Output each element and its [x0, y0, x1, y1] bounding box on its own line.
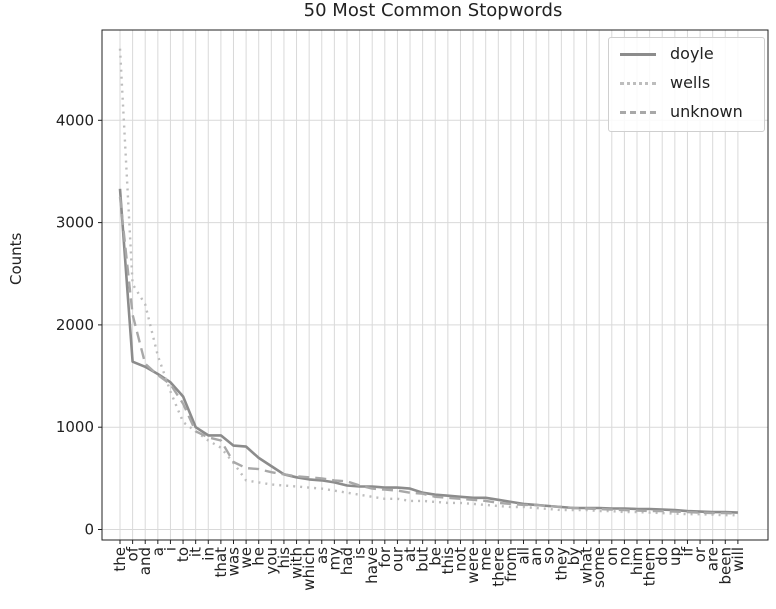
- y-tick-label: 4000: [56, 111, 94, 129]
- x-tick-label: there: [489, 547, 507, 587]
- x-tick-label: was: [224, 547, 242, 576]
- x-tick-label: were: [464, 547, 482, 584]
- y-tick-label: 1000: [56, 418, 94, 436]
- x-tick-label: in: [199, 547, 217, 561]
- y-tick-label: 2000: [56, 316, 94, 334]
- x-tick-label: do: [653, 547, 671, 566]
- legend-swatch-doyle: [620, 53, 656, 56]
- x-tick-label: what: [578, 547, 596, 584]
- x-tick-label: and: [136, 547, 154, 575]
- x-tick-label: he: [250, 547, 268, 566]
- x-tick-label: we: [237, 547, 255, 569]
- x-tick-label: have: [363, 547, 381, 584]
- x-tick-label: this: [439, 547, 457, 575]
- chart-title: 50 Most Common Stopwords: [303, 0, 563, 21]
- x-tick-label: my: [325, 547, 343, 571]
- x-tick-label: that: [212, 547, 230, 578]
- x-tick-label: our: [388, 546, 406, 572]
- legend-label-wells: wells: [670, 73, 711, 92]
- x-axis-ticks: theofandaitoitinthatwasweheyouhiswithwhi…: [111, 540, 747, 591]
- x-tick-label: with: [288, 547, 306, 579]
- x-tick-label: it: [187, 547, 205, 557]
- x-tick-label: up: [666, 547, 684, 566]
- x-tick-label: no: [615, 547, 633, 566]
- x-tick-label: but: [414, 547, 432, 572]
- x-tick-label: not: [451, 547, 469, 572]
- legend-swatch-unknown: [620, 111, 656, 114]
- y-axis-ticks: 0 1000 2000 3000 4000: [56, 111, 102, 539]
- x-tick-label: which: [300, 547, 318, 591]
- x-tick-label: a: [149, 547, 167, 556]
- y-tick-label: 0: [84, 521, 94, 539]
- x-tick-label: i: [161, 547, 179, 551]
- series-lines: [118, 48, 738, 517]
- legend-label-unknown: unknown: [670, 102, 743, 121]
- y-tick-label: 3000: [56, 214, 94, 232]
- x-tick-label: to: [174, 547, 192, 562]
- legend-label-doyle: doyle: [670, 44, 714, 63]
- x-tick-label: will: [729, 547, 747, 572]
- x-tick-label: they: [552, 547, 570, 581]
- x-tick-label: been: [716, 547, 734, 585]
- x-tick-label: is: [351, 547, 369, 559]
- legend-item-wells: wells: [609, 69, 764, 97]
- x-tick-label: him: [628, 547, 646, 575]
- legend-swatch-wells: [620, 82, 656, 85]
- x-tick-label: an: [527, 547, 545, 566]
- x-tick-label: for: [376, 546, 394, 567]
- x-tick-label: on: [603, 547, 621, 566]
- x-tick-label: are: [704, 547, 722, 571]
- x-tick-label: his: [275, 547, 293, 569]
- y-axis-label: Counts: [7, 232, 25, 285]
- x-tick-label: some: [590, 547, 608, 588]
- series-line-unknown: [118, 196, 738, 515]
- x-tick-label: you: [262, 547, 280, 575]
- x-tick-label: so: [540, 547, 558, 564]
- gridlines: [102, 30, 768, 540]
- x-tick-label: the: [111, 547, 129, 572]
- x-tick-label: or: [691, 546, 709, 562]
- x-tick-label: them: [641, 547, 659, 586]
- x-tick-label: at: [401, 547, 419, 562]
- series-line-wells: [118, 48, 738, 517]
- x-tick-label: had: [338, 547, 356, 575]
- x-tick-label: me: [477, 547, 495, 571]
- x-tick-label: as: [313, 547, 331, 564]
- x-tick-label: if: [678, 546, 696, 556]
- legend-item-unknown: unknown: [609, 98, 764, 126]
- x-tick-label: of: [124, 546, 142, 561]
- legend-item-doyle: doyle: [609, 40, 764, 68]
- legend: doyle wells unknown: [608, 37, 765, 132]
- x-tick-label: be: [426, 547, 444, 566]
- x-tick-label: from: [502, 547, 520, 582]
- x-tick-label: by: [565, 547, 583, 566]
- series-line-doyle: [118, 188, 738, 514]
- x-tick-label: all: [515, 547, 533, 565]
